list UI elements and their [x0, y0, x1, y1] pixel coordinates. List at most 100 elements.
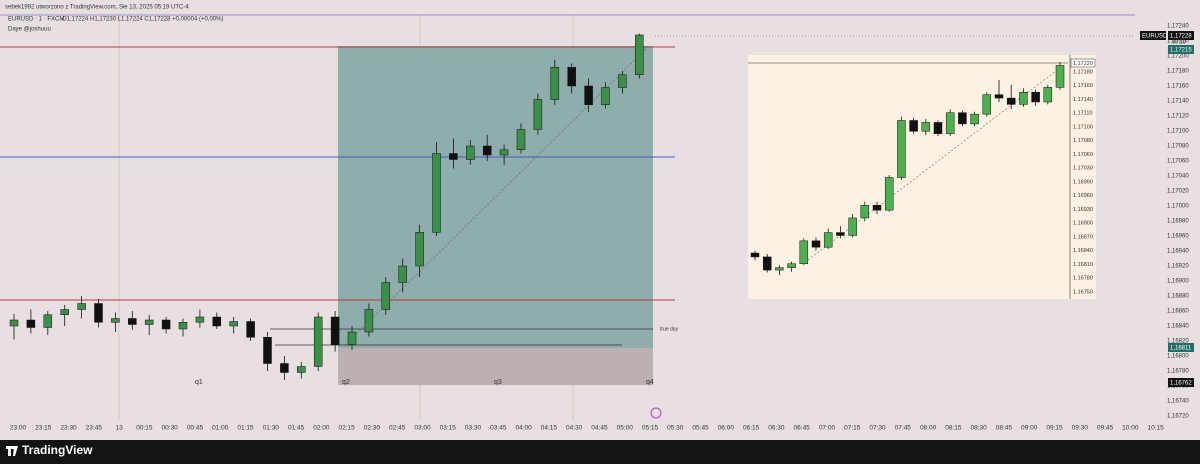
price-tick-label: 1,17040 [1167, 174, 1189, 180]
time-tick-label: 02:00 [313, 425, 330, 432]
brand[interactable]: TradingView [22, 443, 93, 457]
candle-body [750, 252, 760, 258]
time-tick-label: 07:45 [895, 425, 912, 432]
quarter-label: q2 [342, 379, 350, 386]
inset-tick-label: 1.17080 [1073, 138, 1093, 144]
candle-body [415, 232, 424, 267]
time-tick-label: 01:30 [263, 425, 280, 432]
candle-body [635, 34, 644, 75]
time-tick-label: 03:00 [414, 425, 431, 432]
time-tick-label: 08:30 [970, 425, 987, 432]
candle-body [161, 319, 171, 330]
time-tick-label: 01:00 [212, 425, 229, 432]
candle-body [550, 67, 560, 100]
candle-body [111, 318, 120, 323]
price-tick-label: 1,16800 [1167, 354, 1189, 360]
time-tick-label: 09:00 [1021, 425, 1038, 432]
time-tick-label: 23:45 [86, 425, 103, 432]
candle-body [313, 316, 323, 367]
header-text: sebek1992 utworzono z TradingView.com, S… [5, 5, 189, 11]
candle-body [897, 120, 906, 178]
price-tick-label: 1,16920 [1167, 264, 1189, 270]
price-tick-label: 1,16980 [1167, 219, 1189, 225]
candle-body [449, 153, 458, 160]
time-tick-label: 08:45 [996, 425, 1013, 432]
inset-tick-label: 1.16840 [1073, 248, 1093, 254]
candle-body [26, 319, 36, 328]
candle-body [921, 122, 931, 132]
candle-body [297, 366, 306, 373]
candle-body [994, 94, 1004, 99]
inset-tick-label: 1.16780 [1073, 276, 1093, 282]
candle-body [823, 232, 833, 248]
price-tick-label: 1,17100 [1167, 129, 1189, 135]
inset-tick-label: 1.17060 [1073, 152, 1093, 158]
candle-body [872, 205, 882, 211]
inset-tick-label: 1.17140 [1073, 97, 1093, 103]
price-tag [1168, 378, 1194, 387]
time-tick-label: 09:45 [1097, 425, 1114, 432]
candle-body [933, 122, 943, 134]
brand-logo [6, 446, 18, 456]
time-tick-label: 13 [116, 425, 124, 432]
candle-body [1055, 65, 1065, 88]
time-tick-label: 02:45 [389, 425, 406, 432]
price-tick-label: 1,17000 [1167, 204, 1189, 210]
candle-body [775, 267, 784, 271]
inset-tick-label: 1.17110 [1073, 111, 1092, 117]
candle-body [516, 129, 526, 150]
candle-body [432, 153, 441, 233]
candle-body [811, 240, 821, 248]
price-tick-label: 1,17240 [1167, 24, 1189, 30]
candle-body [212, 316, 222, 327]
symbol-tag-text: EURUSD [1142, 34, 1168, 40]
quarter-label: q1 [195, 379, 203, 386]
candle-body [482, 145, 492, 156]
price-tick-label: 1,16720 [1167, 414, 1189, 420]
inset-tick-label: 1.16900 [1073, 221, 1093, 227]
price-tick-label: 1,17220 [1167, 39, 1189, 45]
candle-body [909, 120, 918, 132]
time-tick-label: 03:15 [440, 425, 457, 432]
time-tick-label: 00:15 [136, 425, 153, 432]
inset-candles: 1.17180 1.17160 1.17140 1.17110 1.17100 1.170… [750, 62, 1093, 295]
candle-body [330, 316, 340, 345]
time-tick-label: 07:30 [869, 425, 886, 432]
time-tick-label: 05:30 [667, 425, 684, 432]
time-tick-label: 07:15 [844, 425, 861, 432]
time-tick-label: 05:15 [642, 425, 659, 432]
time-tick-label: 06:30 [768, 425, 785, 432]
time-tick-label: 08:15 [945, 425, 962, 432]
candle-body [229, 321, 238, 327]
price-tick-label: 1,17200 [1167, 54, 1189, 60]
candle-body [43, 314, 53, 328]
candle-body [263, 337, 272, 364]
time-tick-label: 04:00 [515, 425, 532, 432]
price-tick-label: 1,17120 [1167, 114, 1189, 120]
candle-body [584, 85, 593, 105]
main-candles [9, 33, 644, 380]
time-tick-label: 01:15 [237, 425, 254, 432]
marker-price: 1,16811 [1170, 346, 1192, 352]
event-icon[interactable] [650, 407, 662, 419]
candle-body [1031, 91, 1040, 103]
price-tick-label: 1,17160 [1167, 84, 1189, 90]
candle-body [860, 205, 870, 219]
indicator-name: Daye @joshuuu [8, 27, 51, 33]
range-box [338, 46, 653, 348]
time-axis: 23:00 23:15 23:30 23:45 13 00:15 00:30 00:45 01:… [10, 425, 1164, 432]
candle-body [1019, 91, 1028, 105]
time-tick-label: 03:45 [490, 425, 507, 432]
time-tick-label: 10:15 [1147, 425, 1164, 432]
candle-body [381, 282, 391, 310]
footer [0, 440, 1200, 464]
tag-price: 1,17215 [1170, 48, 1192, 54]
quarter-label: q4 [646, 379, 654, 386]
price-tick-label: 1,16860 [1167, 309, 1189, 315]
time-tick-label: 09:15 [1046, 425, 1063, 432]
candle-body [9, 319, 19, 327]
time-tick-label: 04:45 [591, 425, 608, 432]
ohlc-info: O1,17224 H1,17230 L1,17224 C1,17228 +0,0… [62, 17, 223, 23]
inset-tick-label: 1.17160 [1073, 83, 1093, 89]
inset-tick-label: 1.16870 [1073, 234, 1093, 240]
